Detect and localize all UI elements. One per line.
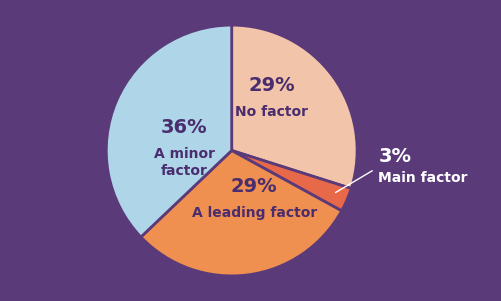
Wedge shape [141, 150, 342, 276]
Text: 36%: 36% [161, 118, 207, 137]
Wedge shape [231, 150, 351, 211]
Wedge shape [231, 25, 357, 188]
Text: 29%: 29% [248, 76, 295, 95]
Text: No factor: No factor [235, 105, 308, 119]
Text: Main factor: Main factor [378, 171, 468, 185]
Text: 3%: 3% [378, 147, 411, 166]
Wedge shape [106, 25, 231, 237]
Text: 29%: 29% [231, 177, 278, 196]
Text: A leading factor: A leading factor [192, 206, 317, 220]
Text: A minor
factor: A minor factor [153, 147, 214, 178]
